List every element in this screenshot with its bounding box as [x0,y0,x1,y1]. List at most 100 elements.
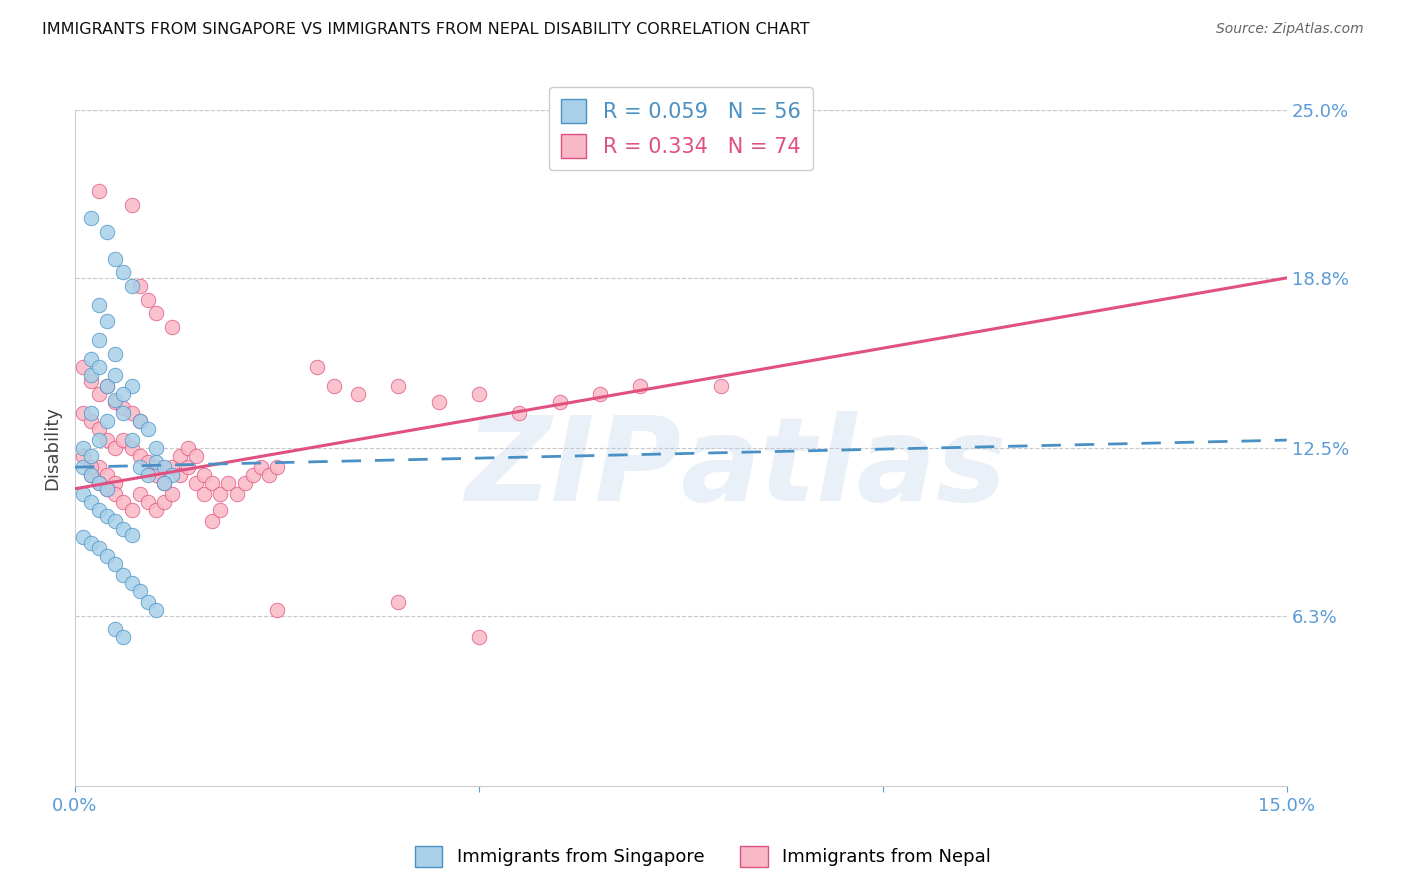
Point [346,387,368,401]
Point [96,379,118,393]
Point [89,503,111,517]
Point [89,460,111,475]
Point [177,441,200,455]
Point [266,460,288,475]
Point [153,460,176,475]
Point [80,468,103,483]
Point [121,279,143,293]
Point [72,441,94,455]
Point [225,487,247,501]
Point [128,460,150,475]
Point [468,631,491,645]
Point [112,495,135,509]
Point [89,333,111,347]
Point [104,395,127,409]
Point [128,450,150,464]
Point [89,185,111,199]
Point [242,468,264,483]
Point [145,468,167,483]
Point [128,487,150,501]
Text: Source: ZipAtlas.com: Source: ZipAtlas.com [1216,22,1364,37]
Point [112,406,135,420]
Text: atlas: atlas [681,411,1007,526]
Point [145,306,167,320]
Point [160,468,183,483]
Point [145,460,167,475]
Point [96,414,118,428]
Point [160,487,183,501]
Point [136,422,159,436]
Point [104,623,127,637]
Point [186,476,208,491]
Point [89,476,111,491]
Point [218,476,240,491]
Point [128,414,150,428]
Point [209,503,232,517]
Point [121,503,143,517]
Point [128,279,150,293]
Point [209,487,232,501]
Point [193,468,215,483]
Point [249,460,271,475]
Point [72,406,94,420]
Point [96,468,118,483]
Point [104,368,127,383]
Point [96,433,118,447]
Point [257,468,280,483]
Point [112,387,135,401]
Point [589,387,612,401]
Point [307,360,329,375]
Point [112,522,135,536]
Point [89,541,111,556]
Legend: R = 0.059   N = 56, R = 0.334   N = 74: R = 0.059 N = 56, R = 0.334 N = 74 [548,87,813,170]
Point [89,433,111,447]
Point [169,450,191,464]
Point [177,460,200,475]
Point [96,379,118,393]
Point [89,422,111,436]
Point [104,441,127,455]
Point [121,198,143,212]
Point [136,455,159,469]
Point [266,603,288,617]
Point [80,536,103,550]
Y-axis label: Disability: Disability [44,406,60,491]
Point [80,368,103,383]
Point [153,476,176,491]
Point [387,595,409,609]
Point [72,530,94,544]
Point [169,468,191,483]
Point [121,441,143,455]
Point [112,568,135,582]
Point [96,314,118,328]
Point [121,379,143,393]
Point [104,476,127,491]
Point [112,265,135,279]
Point [145,455,167,469]
Point [72,360,94,375]
Point [80,211,103,226]
Point [145,603,167,617]
Point [80,460,103,475]
Point [112,433,135,447]
Point [80,374,103,388]
Point [89,476,111,491]
Point [710,379,733,393]
Legend: Immigrants from Singapore, Immigrants from Nepal: Immigrants from Singapore, Immigrants fr… [408,838,998,874]
Point [104,252,127,266]
Point [128,414,150,428]
Point [72,450,94,464]
Point [89,387,111,401]
Point [80,468,103,483]
Point [153,476,176,491]
Point [89,360,111,375]
Point [186,450,208,464]
Point [145,441,167,455]
Point [121,576,143,591]
Point [193,487,215,501]
Point [128,584,150,599]
Point [104,558,127,572]
Text: IMMIGRANTS FROM SINGAPORE VS IMMIGRANTS FROM NEPAL DISABILITY CORRELATION CHART: IMMIGRANTS FROM SINGAPORE VS IMMIGRANTS … [42,22,810,37]
Point [104,392,127,407]
Point [387,379,409,393]
